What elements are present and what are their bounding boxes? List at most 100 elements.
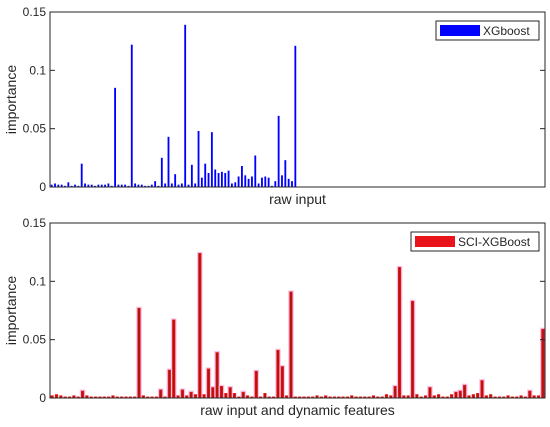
bar-38 — [215, 352, 219, 399]
bar-0 — [50, 184, 53, 187]
bar-65 — [267, 177, 270, 187]
bar-32 — [189, 391, 193, 399]
xgboost-legend: XGboost — [435, 20, 540, 41]
xgboost-legend-label: XGboost — [483, 24, 530, 38]
bar-54 — [230, 183, 233, 187]
bar-64 — [264, 176, 267, 187]
xgboost-y-ticks: 0 0.05 0.1 0.15 — [23, 5, 545, 194]
bar-44 — [197, 131, 200, 187]
sci-xgboost-y-ticks: 0 0.05 0.1 0.15 — [23, 216, 545, 405]
bar-8 — [77, 185, 80, 187]
bar-36 — [170, 183, 173, 187]
bar-14 — [97, 184, 100, 187]
bar-42 — [232, 393, 237, 399]
bar-25 — [134, 183, 137, 187]
sci-xgboost-bars — [50, 251, 546, 399]
bar-41 — [187, 184, 190, 187]
bar-16 — [104, 184, 106, 187]
bar-40 — [184, 24, 187, 188]
bar-79 — [393, 386, 397, 399]
bar-39 — [180, 183, 183, 187]
bar-30 — [150, 184, 153, 187]
sci-xgboost-chart: 0 0.05 0.1 0.15 importance raw input and dy… — [3, 216, 546, 418]
bar-49 — [263, 393, 267, 399]
bar-37 — [174, 174, 177, 187]
bar-11 — [87, 184, 90, 187]
bar-27 — [140, 184, 143, 187]
bar-49 — [214, 169, 217, 187]
bar-19 — [114, 87, 117, 187]
bar-80 — [397, 267, 402, 399]
bar-41 — [228, 387, 232, 399]
sci-xgboost-axes-box — [49, 222, 546, 399]
xgboost-axes-box — [49, 11, 546, 188]
bar-5 — [67, 182, 70, 187]
bar-6 — [70, 185, 73, 187]
y-tick-label: 0.1 — [29, 63, 46, 77]
bar-97 — [471, 394, 475, 399]
bar-58 — [244, 175, 247, 187]
bar-89 — [437, 394, 441, 399]
bar-52 — [276, 349, 280, 399]
bar-71 — [287, 178, 290, 187]
bar-61 — [254, 155, 257, 187]
bar-59 — [247, 178, 250, 187]
bar-1 — [54, 183, 56, 187]
bar-99 — [480, 380, 484, 399]
bar-45 — [200, 177, 203, 187]
xgboost-chart: 0 0.05 0.1 0.15 importance raw input XGboos… — [3, 5, 546, 207]
bar-110 — [528, 390, 532, 399]
bar-22 — [124, 184, 127, 187]
bar-52 — [224, 173, 227, 187]
y-tick-label: 0 — [39, 180, 46, 194]
bar-84 — [415, 394, 419, 399]
bar-47 — [254, 370, 258, 399]
bar-55 — [234, 182, 237, 187]
bar-27 — [167, 369, 172, 399]
xgboost-bars — [50, 24, 297, 188]
xgboost-y-axis-label: importance — [3, 65, 19, 134]
bar-66 — [271, 185, 273, 187]
sci-xgboost-y-axis-label: importance — [3, 276, 19, 345]
bar-55 — [289, 291, 293, 399]
bar-23 — [127, 185, 130, 187]
bar-39 — [219, 386, 224, 399]
xgboost-legend-swatch — [440, 25, 480, 36]
bar-47 — [207, 173, 210, 187]
y-tick-label: 0.05 — [23, 333, 47, 347]
bar-33 — [160, 157, 163, 187]
bar-98 — [476, 393, 480, 399]
sci-xgboost-legend-swatch — [415, 236, 455, 247]
bar-63 — [261, 177, 263, 187]
bar-40 — [224, 393, 228, 399]
bar-3 — [60, 184, 63, 187]
bar-101 — [489, 394, 493, 399]
bar-46 — [204, 163, 207, 187]
sci-xgboost-legend-label: SCI-XGBoost — [458, 235, 531, 249]
bar-1 — [54, 394, 59, 399]
bar-28 — [172, 319, 176, 399]
bar-60 — [251, 176, 253, 187]
bar-43 — [194, 183, 197, 187]
bar-30 — [180, 389, 185, 399]
bar-68 — [277, 115, 280, 187]
bar-35 — [167, 136, 170, 187]
bar-70 — [284, 160, 287, 187]
bar-36 — [206, 368, 211, 399]
bar-93 — [454, 391, 458, 399]
sci-xgboost-legend: SCI-XGBoost — [410, 231, 540, 252]
bar-50 — [217, 173, 220, 187]
bar-10 — [84, 183, 86, 187]
bar-34 — [164, 183, 167, 187]
bar-69 — [281, 175, 283, 187]
bar-92 — [450, 394, 454, 399]
bar-72 — [291, 181, 293, 187]
bar-38 — [177, 184, 180, 187]
y-tick-label: 0.15 — [23, 5, 47, 19]
bar-18 — [110, 185, 113, 187]
bar-4 — [64, 185, 66, 187]
bar-29 — [147, 185, 150, 187]
y-tick-label: 0.15 — [23, 216, 47, 230]
bar-9 — [80, 163, 83, 187]
